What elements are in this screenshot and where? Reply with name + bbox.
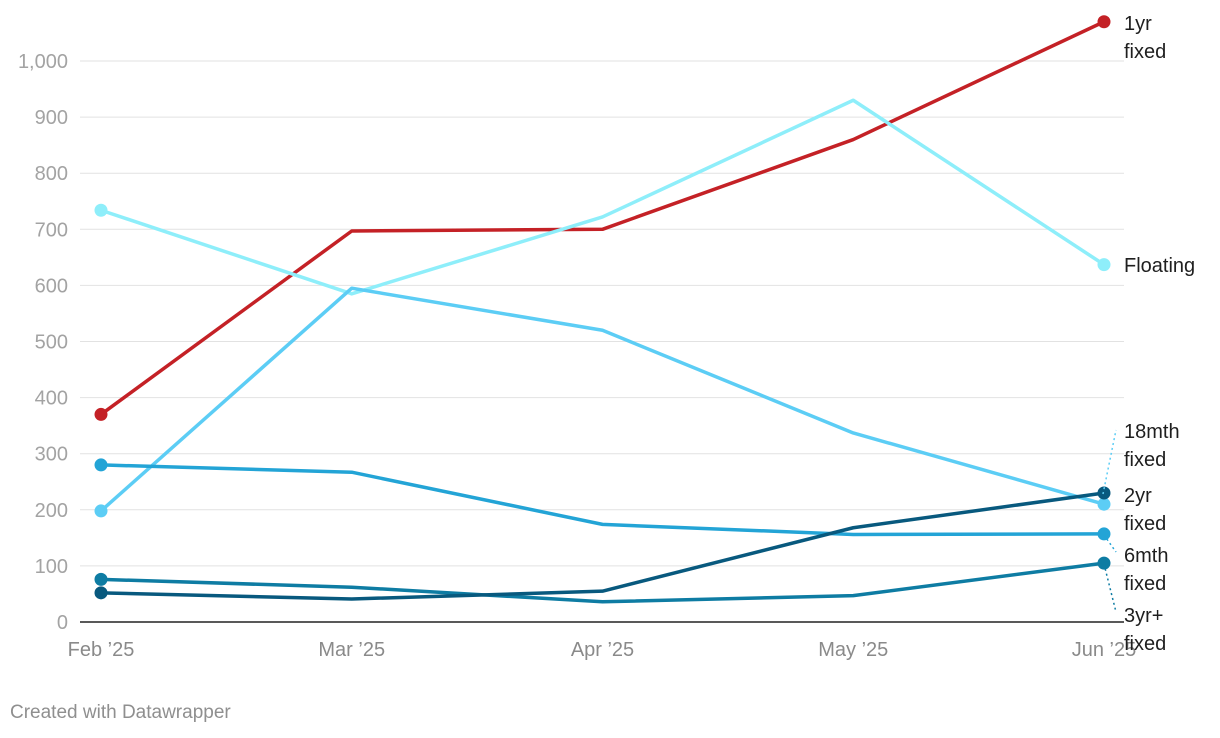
series-label: Floating <box>1124 255 1195 277</box>
y-tick-label: 0 <box>57 612 68 634</box>
x-axis-ticks: Feb ’25 Mar ’25 Apr ’25 May ’25 Jun ’25 <box>68 639 1137 661</box>
series-endpoint <box>94 203 108 217</box>
y-tick-label: 900 <box>35 107 68 129</box>
series-endpoint <box>1097 486 1111 500</box>
series-label: fixed <box>1124 449 1166 471</box>
x-tick-label: Jun ’25 <box>1072 639 1137 661</box>
label-leader-line <box>1102 429 1117 495</box>
y-tick-label: 800 <box>35 163 68 185</box>
series-line <box>99 491 1106 601</box>
y-tick-label: 100 <box>35 556 68 578</box>
x-tick-label: May ’25 <box>818 639 888 661</box>
series-label: 3yr+ <box>1124 605 1163 627</box>
series-endpoint <box>1097 556 1111 570</box>
label-leader-line <box>1103 563 1117 613</box>
y-tick-label: 700 <box>35 219 68 241</box>
x-tick-label: Feb ’25 <box>68 639 135 661</box>
series-label: 2yr <box>1124 485 1152 507</box>
series-line <box>99 561 1106 604</box>
y-tick-label: 200 <box>35 500 68 522</box>
series-endpoint <box>1097 527 1111 541</box>
x-tick-label: Mar ’25 <box>318 639 385 661</box>
label-leader-lines <box>1102 429 1117 613</box>
series-points <box>94 15 1111 600</box>
series-label: 1yr <box>1124 13 1152 35</box>
series-label: 18mth <box>1124 421 1180 443</box>
series-line <box>99 463 1106 537</box>
series-line <box>99 286 1106 513</box>
series-endpoint <box>94 586 108 600</box>
series-label: fixed <box>1124 573 1166 595</box>
y-tick-label: 400 <box>35 388 68 410</box>
y-tick-label: 600 <box>35 275 68 297</box>
series-labels: 1yr fixed Floating 18mth fixed 2yr fixed 6mth fi… <box>1124 13 1195 655</box>
series-endpoint <box>1097 15 1111 29</box>
y-axis-ticks: 0 100 200 300 400 500 600 700 800 900 1,000 <box>18 51 68 634</box>
series-endpoint <box>94 572 108 586</box>
label-leader-line <box>1103 534 1117 553</box>
y-tick-label: 1,000 <box>18 51 68 73</box>
y-tick-label: 500 <box>35 332 68 354</box>
series-label: fixed <box>1124 633 1166 655</box>
series-line <box>99 98 1106 296</box>
series-line <box>99 19 1106 417</box>
x-tick-label: Apr ’25 <box>571 639 634 661</box>
series-endpoint <box>94 504 108 518</box>
series-label: fixed <box>1124 513 1166 535</box>
gridlines <box>80 60 1124 623</box>
series-label: fixed <box>1124 41 1166 63</box>
series-endpoint <box>1097 258 1111 272</box>
series-endpoint <box>94 458 108 472</box>
series-endpoint <box>1097 497 1111 511</box>
y-tick-label: 300 <box>35 444 68 466</box>
series-endpoint <box>94 407 108 421</box>
series-lines <box>99 19 1106 604</box>
series-label: 6mth <box>1124 545 1168 567</box>
datawrapper-credit: Created with Datawrapper <box>10 702 231 723</box>
